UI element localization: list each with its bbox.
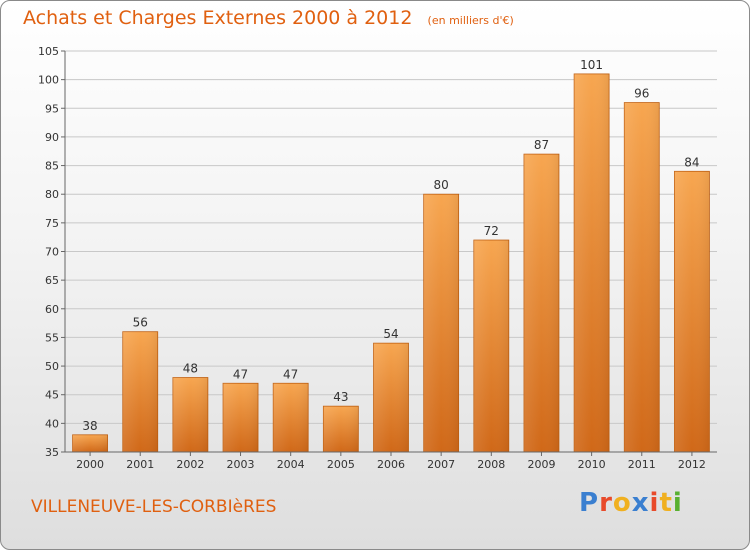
bar-shine-2007 <box>423 194 459 452</box>
x-tick-label-2011: 2011 <box>628 458 656 471</box>
y-tick-label: 75 <box>45 217 59 230</box>
axis-layer: 35 40 45 50 55 60 65 70 75 80 85 90 95 100 105 2000 2001… <box>38 45 717 471</box>
data-label-2008: 72 <box>484 224 499 238</box>
y-tick-label: 35 <box>45 446 59 459</box>
y-tick-label: 100 <box>38 74 59 87</box>
y-tick-label: 60 <box>45 303 59 316</box>
bar-shine-2012 <box>674 171 710 453</box>
logo-letter: r <box>599 488 613 518</box>
logo-letter: x <box>631 488 650 518</box>
y-tick-label: 90 <box>45 131 59 144</box>
bar-shine-2010 <box>574 73 610 453</box>
bars-layer: 38 56 48 47 47 43 54 80 72 87 101 96 84 <box>72 58 710 453</box>
logo-letter: P <box>579 488 600 518</box>
x-tick-label-2005: 2005 <box>327 458 355 471</box>
logo-letter: i <box>649 488 660 518</box>
x-tick-label-2008: 2008 <box>477 458 505 471</box>
data-label-2012: 84 <box>684 155 699 169</box>
y-tick-label: 45 <box>45 389 59 402</box>
data-label-2001: 56 <box>133 316 148 330</box>
data-label-2002: 48 <box>183 362 198 376</box>
x-tick-label-2007: 2007 <box>427 458 455 471</box>
bar-shine-2001 <box>122 331 158 452</box>
data-label-2006: 54 <box>383 327 398 341</box>
y-tick-label: 80 <box>45 188 59 201</box>
x-tick-label-2009: 2009 <box>527 458 555 471</box>
data-label-2010: 101 <box>580 58 603 72</box>
proxiti-logo[interactable]: Proxiti <box>579 488 683 518</box>
y-tick-label: 55 <box>45 331 59 344</box>
y-tick-label: 105 <box>38 45 59 58</box>
bar-shine-2002 <box>172 377 208 452</box>
x-tick-label-2003: 2003 <box>227 458 255 471</box>
data-label-2011: 96 <box>634 87 649 101</box>
x-tick-label-2000: 2000 <box>76 458 104 471</box>
bar-shine-2003 <box>223 383 259 452</box>
title-row: Achats et Charges Externes 2000 à 2012 (… <box>23 7 514 29</box>
data-label-2003: 47 <box>233 367 248 381</box>
bar-shine-2000 <box>72 434 108 452</box>
y-tick-label: 40 <box>45 417 59 430</box>
data-label-2007: 80 <box>434 178 449 192</box>
x-tick-label-2012: 2012 <box>678 458 706 471</box>
logo-letter: t <box>659 488 673 518</box>
x-tick-label-2001: 2001 <box>126 458 154 471</box>
data-label-2000: 38 <box>82 419 97 433</box>
y-tick-label: 65 <box>45 274 59 287</box>
bar-shine-2006 <box>373 343 409 452</box>
chart-title: Achats et Charges Externes 2000 à 2012 <box>23 7 413 29</box>
bar-shine-2011 <box>624 102 660 453</box>
chart-subtitle: (en milliers d'€) <box>427 14 514 27</box>
y-tick-label: 50 <box>45 360 59 373</box>
bar-shine-2005 <box>323 406 359 452</box>
data-label-2004: 47 <box>283 367 298 381</box>
bar-shine-2004 <box>273 383 309 452</box>
y-tick-label: 70 <box>45 246 59 259</box>
bar-shine-2009 <box>523 154 559 452</box>
commune-name: VILLENEUVE-LES-CORBIèRES <box>31 497 277 517</box>
y-tick-label: 95 <box>45 102 59 115</box>
data-label-2005: 43 <box>333 390 348 404</box>
logo-letter: o <box>612 488 632 518</box>
logo-letter: i <box>672 488 683 518</box>
x-tick-label-2006: 2006 <box>377 458 405 471</box>
bar-shine-2008 <box>473 240 509 452</box>
x-tick-label-2002: 2002 <box>176 458 204 471</box>
data-label-2009: 87 <box>534 138 549 152</box>
y-tick-label: 85 <box>45 160 59 173</box>
x-tick-label-2004: 2004 <box>277 458 305 471</box>
x-tick-label-2010: 2010 <box>578 458 606 471</box>
